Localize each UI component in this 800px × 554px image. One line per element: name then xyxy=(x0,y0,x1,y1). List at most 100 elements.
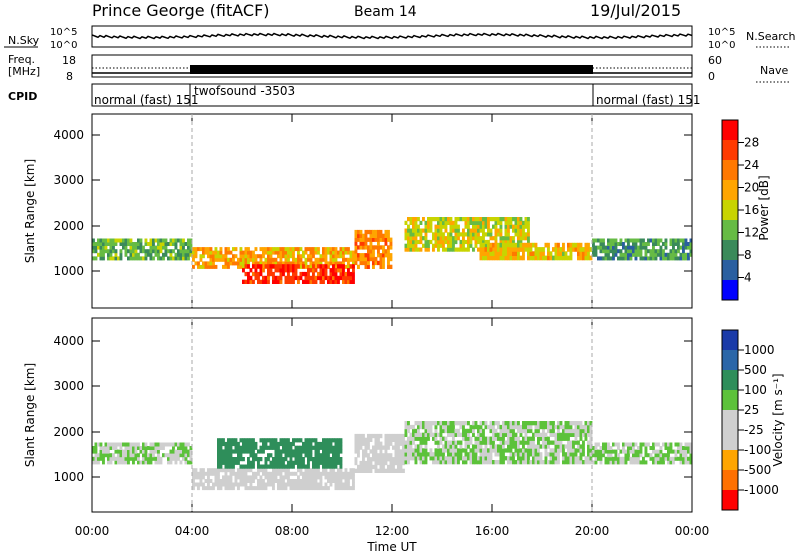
power-heatmap-cell xyxy=(179,252,183,257)
velocity-heatmap-cell xyxy=(104,446,108,450)
velocity-heatmap-cell xyxy=(407,421,410,426)
figure-title: Prince George (fitACF) xyxy=(92,1,270,20)
velocity-heatmap-cell xyxy=(434,428,438,434)
velocity-heatmap-cell xyxy=(229,441,233,447)
power-heatmap-cell xyxy=(332,254,335,259)
velocity-heatmap-cell xyxy=(574,448,578,453)
velocity-heatmap-cell xyxy=(534,432,538,437)
velocity-heatmap-cell xyxy=(434,421,438,426)
velocity-heatmap-cell xyxy=(509,452,513,457)
power-heatmap-cell xyxy=(287,254,290,259)
power-heatmap-cell xyxy=(487,224,490,229)
velocity-heatmap-cell xyxy=(219,482,223,487)
velocity-heatmap-cell xyxy=(184,460,188,465)
velocity-heatmap-cell xyxy=(127,456,130,461)
velocity-heatmap-cell xyxy=(659,456,663,461)
power-heatmap-cell xyxy=(519,239,523,245)
power-heatmap xyxy=(92,217,693,284)
velocity-heatmap-cell xyxy=(154,449,158,454)
velocity-heatmap-cell xyxy=(384,433,388,439)
velocity-heatmap-cell xyxy=(547,421,550,426)
velocity-heatmap-cell xyxy=(209,471,213,476)
velocity-colorbar-tick-label: 100 xyxy=(744,383,767,397)
velocity-heatmap-cell xyxy=(344,471,348,476)
power-heatmap-cell xyxy=(272,250,275,255)
velocity-heatmap-cell xyxy=(237,460,240,465)
velocity-heatmap-cell xyxy=(337,475,340,480)
velocity-heatmap-cell xyxy=(407,428,410,434)
velocity-heatmap-cell xyxy=(119,460,123,465)
velocity-heatmap-cell xyxy=(354,445,358,450)
velocity-heatmap-cell xyxy=(287,471,290,476)
velocity-heatmap-cell xyxy=(419,448,423,453)
power-heatmap-cell xyxy=(387,233,390,238)
velocity-heatmap-cell xyxy=(524,424,528,430)
velocity-heatmap-cell xyxy=(459,421,463,426)
power-heatmap-cell xyxy=(487,220,490,225)
velocity-heatmap-cell xyxy=(284,475,288,480)
velocity-heatmap-cell xyxy=(402,449,405,454)
power-heatmap-cell xyxy=(377,229,380,235)
power-heatmap-cell xyxy=(342,264,345,269)
velocity-heatmap-cell xyxy=(589,448,593,453)
power-heatmap-cell xyxy=(324,268,328,273)
power-heatmap-cell xyxy=(439,243,443,248)
power-heatmap-cell xyxy=(389,253,393,258)
velocity-heatmap-cell xyxy=(157,460,160,465)
power-heatmap-cell xyxy=(417,247,420,252)
velocity-heatmap-cell xyxy=(642,456,645,461)
velocity-heatmap-cell xyxy=(154,446,158,450)
power-heatmap-cell xyxy=(339,264,343,269)
velocity-heatmap-cell xyxy=(177,456,180,461)
velocity-heatmap-cell xyxy=(122,460,125,465)
power-heatmap-cell xyxy=(449,239,453,245)
power-heatmap-cell xyxy=(642,238,645,243)
velocity-heatmap-cell xyxy=(279,453,283,458)
velocity-heatmap-cell xyxy=(674,449,678,454)
power-heatmap-cell xyxy=(289,279,293,284)
power-heatmap-cell xyxy=(347,250,350,255)
velocity-heatmap-cell xyxy=(167,453,170,458)
velocity-heatmap-cell xyxy=(414,428,418,434)
power-heatmap-cell xyxy=(574,247,578,252)
power-heatmap-cell xyxy=(487,228,490,233)
power-heatmap-cell xyxy=(497,242,500,248)
velocity-heatmap-cell xyxy=(274,460,278,465)
power-heatmap-cell xyxy=(247,261,250,266)
power-heatmap-cell xyxy=(177,256,180,261)
power-heatmap-cell xyxy=(452,228,455,233)
velocity-heatmap-cell xyxy=(652,442,655,447)
power-heatmap-cell xyxy=(429,239,433,245)
power-heatmap-cell xyxy=(437,243,440,248)
power-heatmap-cell xyxy=(657,252,660,257)
velocity-heatmap-cell xyxy=(437,432,440,437)
velocity-heatmap-cell xyxy=(464,421,468,426)
power-heatmap-cell xyxy=(669,238,673,243)
velocity-colorbar-swatch xyxy=(722,330,738,351)
power-heatmap-cell xyxy=(359,237,363,242)
velocity-heatmap-cell xyxy=(504,421,508,426)
velocity-heatmap-cell xyxy=(497,424,500,430)
power-heatmap-cell xyxy=(112,238,115,243)
velocity-heatmap-cell xyxy=(597,442,600,447)
velocity-heatmap-cell xyxy=(222,460,225,465)
power-heatmap-cell xyxy=(297,250,300,255)
noise-left-label: N.Sky xyxy=(8,34,40,47)
velocity-heatmap-cell xyxy=(339,460,343,465)
velocity-heatmap-cell xyxy=(247,449,250,454)
power-heatmap-cell xyxy=(494,224,498,229)
power-heatmap-cell xyxy=(212,261,215,266)
velocity-heatmap-cell xyxy=(424,456,428,461)
power-heatmap-cell xyxy=(299,261,303,266)
power-heatmap-cell xyxy=(124,252,128,257)
velocity-heatmap-cell xyxy=(364,449,368,454)
power-heatmap-cell xyxy=(422,243,425,248)
power-heatmap-cell xyxy=(367,253,370,258)
velocity-heatmap-cell xyxy=(412,428,415,434)
power-heatmap-cell xyxy=(357,253,360,258)
power-heatmap-cell xyxy=(477,247,480,252)
power-heatmap-cell xyxy=(242,268,245,273)
velocity-heatmap-cell xyxy=(367,453,370,458)
power-heatmap-cell xyxy=(379,233,383,238)
power-heatmap-cell xyxy=(499,232,503,237)
